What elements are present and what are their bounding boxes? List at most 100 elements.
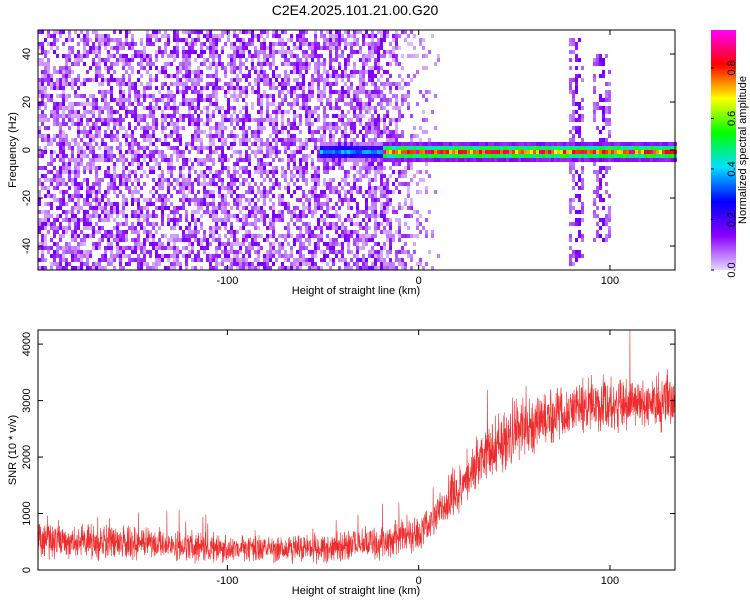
heatmap-cell — [155, 122, 158, 126]
heatmap-cell — [308, 82, 311, 86]
heatmap-cell — [158, 154, 161, 158]
heatmap-cell — [572, 138, 575, 142]
heatmap-cell — [335, 226, 338, 230]
heatmap-cell — [410, 202, 413, 206]
heatmap-cell — [395, 138, 398, 142]
heatmap-cell — [326, 194, 329, 198]
heatmap-cell — [338, 138, 341, 142]
heatmap-cell — [425, 158, 428, 162]
heatmap-cell — [98, 62, 101, 66]
heatmap-cell — [146, 38, 149, 42]
heatmap-cell — [161, 222, 164, 226]
heatmap-cell — [41, 46, 44, 50]
heatmap-cell — [278, 198, 281, 202]
heatmap-cell — [80, 186, 83, 190]
heatmap-cell — [365, 110, 368, 114]
heatmap-cell — [287, 162, 290, 166]
heatmap-cell — [233, 58, 236, 62]
heatmap-cell — [44, 246, 47, 250]
heatmap-cell — [116, 98, 119, 102]
heatmap-cell — [185, 70, 188, 74]
heatmap-cell — [314, 30, 317, 34]
heatmap-cell — [317, 222, 320, 226]
heatmap-cell — [323, 258, 326, 262]
heatmap-cell — [332, 242, 335, 246]
heatmap-cell — [71, 50, 74, 54]
heatmap-cell — [278, 102, 281, 106]
heatmap-cell — [113, 170, 116, 174]
heatmap-cell — [431, 150, 434, 154]
heatmap-cell — [149, 74, 152, 78]
heatmap-cell — [212, 194, 215, 198]
heatmap-cell — [152, 202, 155, 206]
heatmap-cell — [320, 138, 323, 142]
heatmap-cell — [119, 246, 122, 250]
heatmap-cell — [257, 254, 260, 258]
heatmap-cell — [50, 42, 53, 46]
heatmap-cell — [401, 130, 404, 134]
heatmap-cell — [152, 194, 155, 198]
heatmap-cell — [173, 98, 176, 102]
heatmap-cell — [290, 154, 293, 158]
heatmap-cell — [377, 214, 380, 218]
heatmap-cell — [449, 150, 452, 154]
heatmap-cell — [227, 266, 230, 270]
heatmap-cell — [413, 146, 416, 150]
heatmap-cell — [155, 214, 158, 218]
heatmap-cell — [158, 70, 161, 74]
heatmap-cell — [122, 182, 125, 186]
heatmap-cell — [299, 122, 302, 126]
heatmap-cell — [143, 198, 146, 202]
heatmap-cell — [56, 134, 59, 138]
heatmap-cell — [266, 46, 269, 50]
heatmap-cell — [98, 46, 101, 50]
heatmap-cell — [38, 62, 41, 66]
heatmap-cell — [242, 90, 245, 94]
heatmap-cell — [407, 190, 410, 194]
heatmap-cell — [362, 38, 365, 42]
heatmap-cell — [329, 226, 332, 230]
heatmap-cell — [59, 226, 62, 230]
heatmap-cell — [137, 214, 140, 218]
heatmap-cell — [107, 106, 110, 110]
heatmap-cell — [401, 98, 404, 102]
heatmap-cell — [215, 102, 218, 106]
heatmap-cell — [62, 234, 65, 238]
heatmap-cell — [245, 190, 248, 194]
heatmap-cell — [161, 246, 164, 250]
heatmap-cell — [374, 94, 377, 98]
heatmap-cell — [170, 262, 173, 266]
heatmap-cell — [137, 218, 140, 222]
heatmap-cell — [80, 218, 83, 222]
heatmap-cell — [128, 98, 131, 102]
heatmap-cell — [203, 62, 206, 66]
heatmap-cell — [254, 134, 257, 138]
heatmap-cell — [245, 262, 248, 266]
heatmap-cell — [215, 74, 218, 78]
heatmap-cell — [176, 258, 179, 262]
heatmap-cell — [332, 262, 335, 266]
heatmap-cell — [122, 134, 125, 138]
heatmap-cell — [287, 118, 290, 122]
heatmap-cell — [194, 86, 197, 90]
heatmap-cell — [383, 206, 386, 210]
heatmap-cell — [461, 146, 464, 150]
heatmap-cell — [278, 250, 281, 254]
heatmap-cell — [197, 78, 200, 82]
heatmap-cell — [434, 190, 437, 194]
heatmap-cell — [188, 74, 191, 78]
heatmap-cell — [299, 74, 302, 78]
heatmap-cell — [368, 254, 371, 258]
heatmap-cell — [260, 46, 263, 50]
heatmap-cell — [293, 54, 296, 58]
heatmap-cell — [113, 62, 116, 66]
heatmap-cell — [152, 214, 155, 218]
heatmap-cell — [569, 58, 572, 62]
heatmap-cell — [89, 38, 92, 42]
heatmap-cell — [251, 190, 254, 194]
heatmap-cell — [359, 210, 362, 214]
heatmap-cell — [353, 34, 356, 38]
heatmap-cell — [185, 42, 188, 46]
heatmap-cell — [125, 142, 128, 146]
heatmap-cell — [332, 122, 335, 126]
